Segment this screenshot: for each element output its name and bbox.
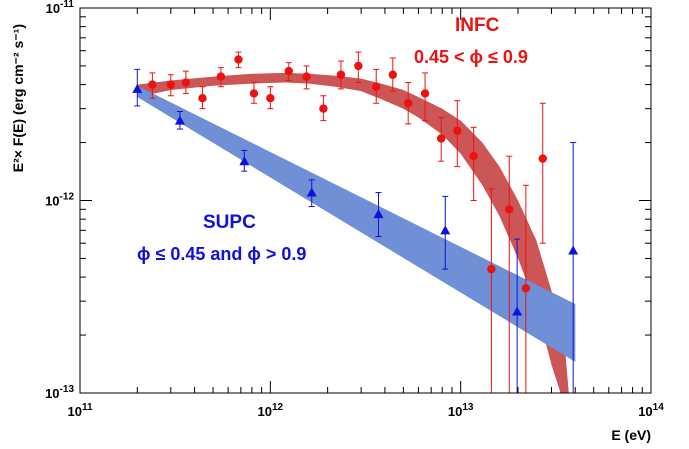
infc-data-point <box>469 151 478 161</box>
supc-data-point <box>132 83 143 93</box>
supc-model-band <box>137 85 576 362</box>
infc-data-point <box>198 93 207 103</box>
infc-data-point <box>372 82 381 91</box>
infc-data-point <box>521 284 531 293</box>
infc-data-point <box>403 99 413 108</box>
tick-label: 1013 <box>448 402 474 419</box>
infc-data-point <box>505 205 514 214</box>
supc-label: SUPC <box>203 212 256 233</box>
infc-model-band <box>137 72 569 394</box>
supc-phase-label: ϕ ≤ 0.45 and ϕ > 0.9 <box>137 244 306 264</box>
axis-ticks <box>79 8 651 394</box>
infc-data-point <box>148 80 157 89</box>
tick-label: 10-12 <box>45 192 74 209</box>
tick-labels: 1011 1012 1013 1014 10-11 10-12 10-13 <box>45 0 664 419</box>
tick-label: 1014 <box>638 402 664 419</box>
tick-label: 10-11 <box>46 0 75 16</box>
supc-data-point <box>306 187 317 197</box>
infc-data-point <box>249 89 259 98</box>
tick-label: 1012 <box>258 402 284 419</box>
model-bands <box>137 72 576 394</box>
infc-data-point <box>284 66 293 76</box>
infc-data-point <box>166 80 176 89</box>
infc-data-point <box>234 55 243 64</box>
infc-data-point <box>336 70 346 79</box>
supc-data-point <box>373 209 384 219</box>
infc-data-point <box>216 72 226 81</box>
infc-data-point <box>181 78 191 87</box>
tick-label: 10-13 <box>45 384 74 401</box>
infc-data-point <box>319 104 328 113</box>
supc-data-point <box>440 225 451 235</box>
supc-data-point <box>512 306 523 316</box>
supc-data-point <box>568 245 579 255</box>
tick-label: 1011 <box>67 402 92 419</box>
y-axis-title: E²× F(E) (erg cm⁻² s⁻¹) <box>10 24 26 172</box>
infc-data-point <box>487 264 496 274</box>
infc-data-point <box>388 70 398 79</box>
infc-data-point <box>302 72 311 81</box>
infc-data-point <box>453 126 462 136</box>
infc-data-point <box>354 61 363 71</box>
data-series <box>132 51 579 393</box>
supc-series <box>132 68 579 393</box>
infc-data-point <box>538 154 547 163</box>
supc-data-point <box>174 115 185 125</box>
infc-data-point <box>436 134 446 143</box>
infc-series <box>148 51 547 393</box>
infc-phase-label: 0.45 < ϕ ≤ 0.9 <box>414 47 528 67</box>
infc-data-point <box>420 89 430 98</box>
x-axis-title: E (eV) <box>611 427 651 443</box>
supc-data-point <box>239 156 250 166</box>
infc-data-point <box>266 93 275 103</box>
infc-label: INFC <box>455 15 500 36</box>
